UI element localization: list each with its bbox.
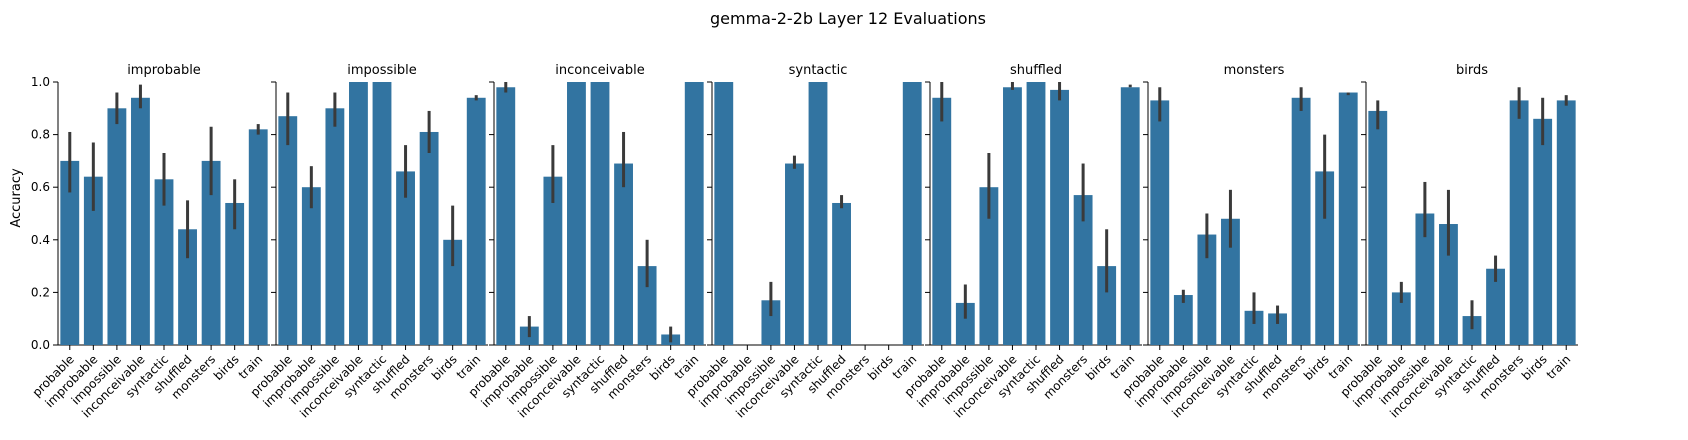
bar-birds xyxy=(1315,171,1335,345)
x-tick-label: birds xyxy=(865,352,896,383)
bar-train xyxy=(1120,87,1140,345)
bar-syntactic xyxy=(808,82,828,345)
bar-shuffled xyxy=(178,229,197,345)
bar-birds xyxy=(1097,266,1117,345)
panel-title: syntactic xyxy=(789,63,848,78)
bar-inconceivable xyxy=(1003,87,1022,345)
bar-impossible xyxy=(761,300,781,345)
y-axis-label: Accuracy xyxy=(9,168,24,228)
bar-probable xyxy=(714,82,734,345)
bar-probable xyxy=(278,116,298,345)
bar-improbable xyxy=(83,176,103,345)
panel-title: impossible xyxy=(347,63,417,78)
bar-shuffled xyxy=(1050,89,1069,345)
x-tick-label: birds xyxy=(211,352,242,383)
bar-shuffled xyxy=(396,171,415,345)
bar-birds xyxy=(225,202,245,345)
bar-monsters xyxy=(1073,195,1093,345)
figure-title: gemma-2-2b Layer 12 Evaluations xyxy=(710,9,986,28)
bar-monsters xyxy=(1509,100,1529,345)
bar-monsters xyxy=(419,131,439,345)
panel-monsters: monstersprobableimprobableimpossibleinco… xyxy=(1120,63,1360,421)
y-tick-label: 0.4 xyxy=(31,233,50,247)
bar-train xyxy=(902,82,922,345)
bar-inconceivable xyxy=(1439,224,1458,345)
bar-improbable xyxy=(301,187,321,345)
bar-probable xyxy=(496,87,516,345)
y-tick-label: 0.0 xyxy=(31,338,50,352)
bar-improbable xyxy=(1391,292,1411,345)
panel-title: monsters xyxy=(1224,63,1285,78)
bar-inconceivable xyxy=(785,163,804,345)
bar-improbable xyxy=(955,302,975,345)
bar-impossible xyxy=(107,108,127,345)
bar-probable xyxy=(932,97,952,345)
bar-inconceivable xyxy=(1221,218,1240,345)
panel-birds: birdsprobableimprobableimpossibleinconce… xyxy=(1338,63,1578,421)
bar-probable xyxy=(1368,110,1388,346)
bar-syntactic xyxy=(1026,82,1046,345)
bar-shuffled xyxy=(1268,313,1287,345)
facet-panels: improbable0.00.20.40.60.81.0probableimpr… xyxy=(30,63,1578,421)
bar-train xyxy=(466,97,486,345)
bar-impossible xyxy=(543,176,563,345)
panel-improbable: improbable0.00.20.40.60.81.0probableimpr… xyxy=(30,63,270,421)
bar-train xyxy=(684,82,704,345)
bar-syntactic xyxy=(154,179,174,345)
panel-impossible: impossibleprobableimprobableimpossiblein… xyxy=(248,63,488,421)
bar-birds xyxy=(443,239,463,345)
bar-train xyxy=(248,129,268,345)
bar-impossible xyxy=(1415,213,1435,345)
bar-inconceivable xyxy=(349,82,368,345)
bar-probable xyxy=(1150,100,1170,345)
bar-train xyxy=(1556,100,1576,345)
panel-title: birds xyxy=(1456,63,1488,78)
y-tick-label: 0.6 xyxy=(31,180,50,194)
panel-inconceivable: inconceivableprobableimprobableimpossibl… xyxy=(466,63,706,421)
bar-syntactic xyxy=(1462,316,1482,345)
bar-shuffled xyxy=(614,163,633,345)
bar-birds xyxy=(1533,118,1553,345)
bar-syntactic xyxy=(1244,310,1264,345)
panel-title: inconceivable xyxy=(555,63,644,78)
y-tick-label: 0.8 xyxy=(31,128,50,142)
bar-inconceivable xyxy=(567,82,586,345)
y-tick-label: 1.0 xyxy=(31,75,50,89)
bar-syntactic xyxy=(372,82,392,345)
bar-monsters xyxy=(637,266,657,345)
x-tick-label: train xyxy=(1544,352,1574,382)
x-tick-label: birds xyxy=(1301,352,1332,383)
bar-syntactic xyxy=(590,82,610,345)
panel-syntactic: syntacticprobableimprobableimpossibleinc… xyxy=(684,63,924,421)
bar-probable xyxy=(60,160,80,345)
bar-shuffled xyxy=(1486,268,1505,345)
bar-monsters xyxy=(201,160,221,345)
x-tick-label: birds xyxy=(647,352,678,383)
panel-title: improbable xyxy=(127,63,201,78)
bar-impossible xyxy=(979,187,999,345)
bar-train xyxy=(1338,92,1358,346)
y-tick-label: 0.2 xyxy=(31,285,50,299)
bar-impossible xyxy=(1197,234,1217,345)
bar-shuffled xyxy=(832,202,851,345)
bar-improbable xyxy=(1173,295,1193,345)
panel-title: shuffled xyxy=(1010,63,1062,78)
bar-inconceivable xyxy=(131,97,150,345)
x-tick-label: birds xyxy=(1083,352,1114,383)
x-tick-label: birds xyxy=(1519,352,1550,383)
bar-monsters xyxy=(1291,97,1311,345)
panel-shuffled: shuffledprobableimprobableimpossibleinco… xyxy=(902,63,1142,421)
bar-impossible xyxy=(325,108,345,345)
x-tick-label: birds xyxy=(429,352,460,383)
